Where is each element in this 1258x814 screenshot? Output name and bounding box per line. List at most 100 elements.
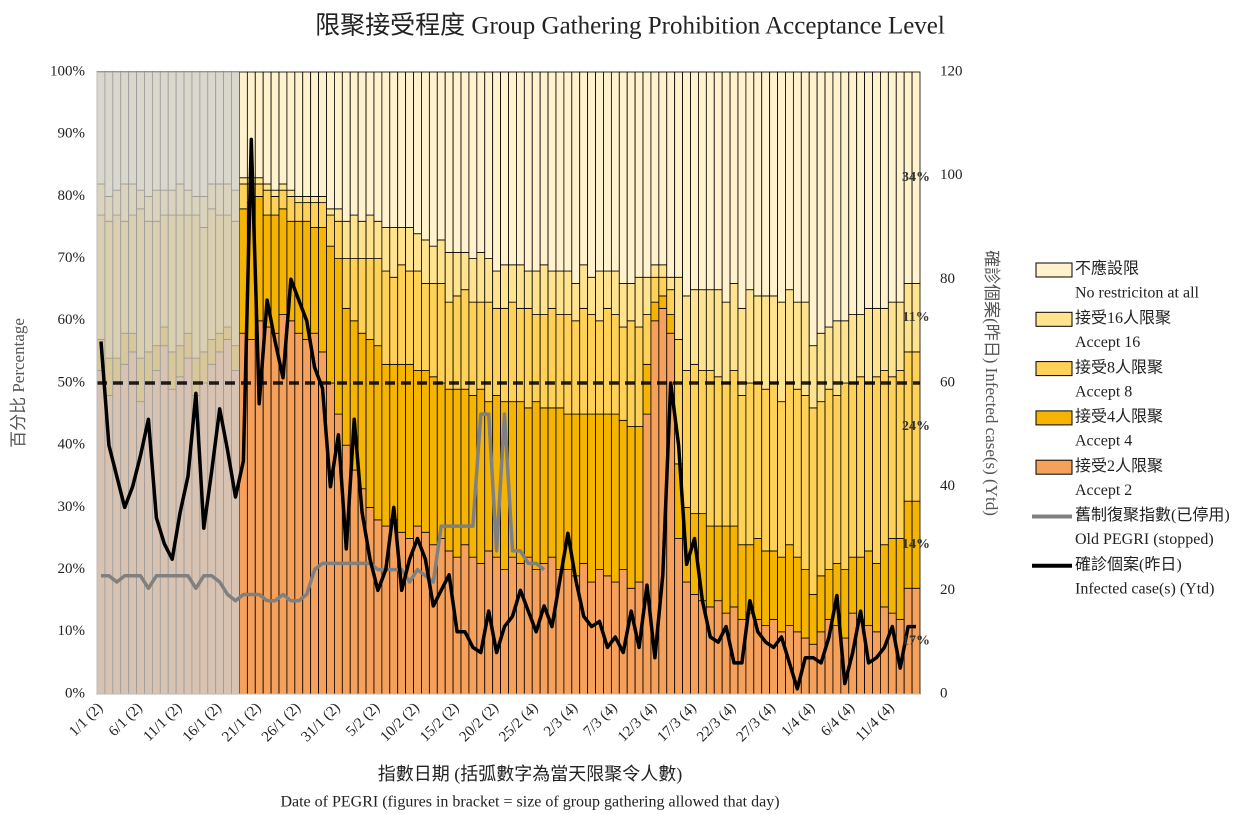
bar-segment [278,208,288,315]
bar-segment [610,314,620,415]
bar-segment [579,264,589,309]
bar-segment [381,270,391,365]
bar-segment [326,214,335,247]
bar-segment [286,320,296,695]
bar-segment [587,314,596,415]
bar-segment [523,556,533,695]
bar-segment [595,413,604,571]
bar-segment [365,339,375,508]
bar-segment [310,202,319,228]
bar-segment [618,326,628,421]
bar-segment [737,71,747,309]
y-tick-label: 60% [58,312,86,328]
bar-segment [856,376,866,558]
bar-segment [310,195,319,204]
bar-segment [792,388,802,558]
bar-segment [769,382,778,552]
bar-segment [452,251,462,297]
bar-segment [413,233,422,272]
bar-segment [476,301,486,390]
bar-segment [729,71,739,284]
legend-label-en: Accept 2 [1075,482,1132,499]
bar-segment [508,71,517,266]
bar-segment [326,245,335,384]
bar-segment [436,538,446,695]
y-tick-label: 50% [58,374,86,390]
bar-segment [500,71,509,266]
bar-segment [508,556,517,695]
bar-segment [262,189,272,216]
bar-segment [547,307,557,409]
bar-segment [642,363,652,415]
y-tick-label: 90% [58,126,86,142]
end-label: 24% [902,419,930,434]
bar-segment [658,264,668,278]
bar-segment [365,258,375,340]
bar-segment [492,556,501,695]
bar-segment [436,283,446,384]
bar-segment [278,71,288,185]
bar-segment [373,220,383,259]
bar-segment [792,301,802,390]
bar-segment [682,370,691,508]
bar-segment [911,71,921,284]
bar-segment [484,301,494,403]
bar-segment [785,71,794,291]
bar-segment [373,345,383,521]
bar-segment [555,71,565,272]
bar-segment [634,276,644,328]
bar-segment [824,388,834,571]
bar-segment [872,376,881,564]
bar-segment [895,71,905,303]
bar-segment [397,227,407,266]
bar-segment [745,382,755,546]
bar-segment [634,426,644,583]
bar-segment [397,363,407,533]
bar-segment [547,270,557,309]
bar-segment [468,556,478,695]
bar-segment [618,283,628,328]
bar-segment [618,419,628,571]
bar-segment [721,382,731,527]
bar-segment [824,569,834,620]
bar-segment [326,382,335,695]
x-axis-title: 指數日期 (括弧數字為當天限聚令人數) [378,764,683,785]
bar-segment [405,71,414,228]
legend-label: 舊制復聚指數(已停用) [1075,506,1230,524]
x-tick-label: 31/1 (2) [298,700,343,745]
bar-segment [587,276,596,315]
bar-segment [508,301,517,403]
bar-segment [286,195,296,222]
bar-segment [539,314,549,409]
bar-segment [468,71,478,260]
bar-segment [365,214,375,259]
x-tick-label: 2/3 (4) [541,700,581,740]
bar-segment [745,289,755,384]
bar-segment [318,202,327,228]
y2-tick-label: 60 [940,374,955,390]
bar-segment [705,289,715,371]
bar-segment [872,71,881,309]
bar-segment [334,258,343,415]
bar-segment [800,569,810,639]
bar-segment [516,307,525,403]
line-series [101,412,546,603]
bar-segment [555,314,565,409]
bar-segment [516,562,525,695]
bar-segment [777,71,786,303]
bar-segment [476,71,486,253]
bar-segment [887,71,897,303]
bar-segment [278,183,288,191]
legend-label-en: Accept 4 [1075,433,1132,450]
bar-segment [682,295,691,371]
bar-segment [555,407,565,571]
x-tick-label: 1/1 (2) [66,700,106,740]
bar-segment [318,227,327,353]
x-tick-label: 25/2 (4) [496,700,541,745]
bar-segment [864,307,873,384]
bar-segment [610,413,620,583]
bar-segment [832,395,842,564]
y-tick-label: 30% [58,499,86,515]
bar-segment [436,239,446,284]
bar-segment [895,370,905,539]
